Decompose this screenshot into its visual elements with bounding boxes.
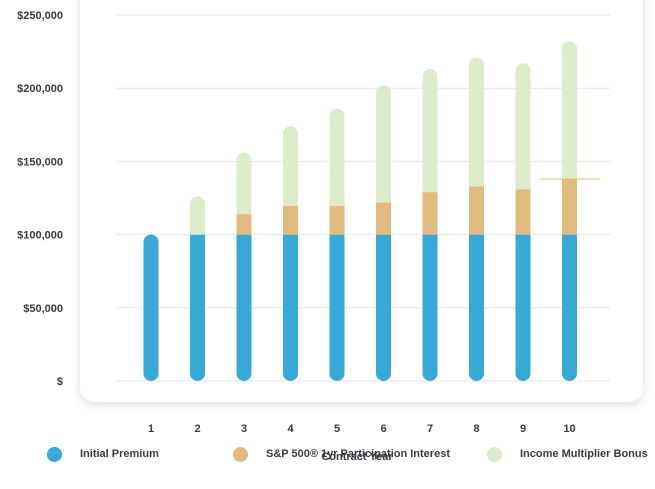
y-tick-label: $200,000 <box>17 83 63 95</box>
bar-segment-initial-premium-year-3 <box>236 234 252 382</box>
bar-segment-initial-premium-year-6 <box>376 234 391 382</box>
bar-segment-initial-premium-year-9 <box>515 234 531 382</box>
bar-segment-initial-premium-year-2 <box>190 234 205 382</box>
x-tick-label: 1 <box>148 423 154 435</box>
bar-segment-initial-premium-year-7 <box>422 234 438 382</box>
bar-segment-multiplier-bonus-year-2 <box>190 196 205 235</box>
y-tick-label: $100,000 <box>17 230 63 242</box>
bar-segment-multiplier-bonus-year-7 <box>422 69 438 193</box>
bar-segment-multiplier-bonus-year-3 <box>236 152 252 215</box>
bar-segment-multiplier-bonus-year-4 <box>283 126 298 207</box>
bar-segment-participation-interest-year-4 <box>283 206 298 235</box>
bar-segment-participation-interest-year-10 <box>562 178 577 235</box>
bar-segment-initial-premium-year-5 <box>329 234 345 382</box>
x-tick-label: 8 <box>473 423 479 435</box>
y-tick-label: $ <box>57 376 63 388</box>
bar-segment-multiplier-bonus-year-9 <box>515 63 531 190</box>
x-tick-label: 2 <box>194 423 200 435</box>
bar-segment-initial-premium-year-4 <box>283 234 298 382</box>
bar-segment-multiplier-bonus-year-10 <box>562 41 577 179</box>
legend: Initial Premium S&P 500® 1yr Participatio… <box>0 445 655 485</box>
bars <box>143 41 600 382</box>
x-tick-label: 4 <box>287 423 294 435</box>
x-tick-label: 5 <box>334 423 340 435</box>
legend-item-multiplier-bonus: Income Multiplier Bonus <box>487 445 648 463</box>
x-tick-label: 10 <box>563 423 575 435</box>
bar-segment-initial-premium-year-8 <box>469 234 485 382</box>
bar-segment-participation-interest-year-8 <box>469 186 484 235</box>
bar-segment-multiplier-bonus-year-8 <box>469 57 485 187</box>
legend-item-participation-interest: S&P 500® 1yr Participation Interest <box>233 445 450 463</box>
x-axis-label: Contract Year <box>321 451 393 463</box>
y-tick-label: $50,000 <box>23 303 63 315</box>
bar-segment-initial-premium-year-1 <box>143 234 159 382</box>
legend-swatch <box>47 446 62 462</box>
y-tick-label: $250,000 <box>17 10 63 22</box>
legend-label: Income Multiplier Bonus <box>520 448 648 460</box>
legend-swatch <box>233 446 248 462</box>
bar-segment-multiplier-bonus-year-5 <box>329 108 345 207</box>
bar-segment-participation-interest-year-3 <box>236 214 252 235</box>
bar-segment-initial-premium-year-10 <box>562 234 577 382</box>
x-tick-label: 7 <box>427 423 433 435</box>
chart-card <box>80 0 643 402</box>
bar-segment-multiplier-bonus-year-6 <box>376 85 391 203</box>
bar-segment-participation-interest-year-5 <box>329 206 345 235</box>
x-axis-ticks: 1 2 3 4 5 6 7 8 9 10 <box>148 423 576 435</box>
x-tick-label: 3 <box>241 423 247 435</box>
bar-segment-participation-interest-year-7 <box>422 192 438 235</box>
bar-segment-participation-interest-year-6 <box>376 202 391 235</box>
x-tick-label: 9 <box>520 423 526 435</box>
y-axis-ticks: $ $50,000 $100,000 $150,000 $200,000 $250,000 <box>17 10 63 388</box>
y-tick-label: $150,000 <box>17 156 63 168</box>
legend-label: S&P 500® 1yr Participation Interest <box>266 448 450 460</box>
legend-label: Initial Premium <box>80 448 159 460</box>
legend-item-initial-premium: Initial Premium <box>47 445 159 463</box>
bar-segment-participation-interest-year-9 <box>515 189 531 235</box>
legend-swatch <box>487 446 502 462</box>
x-tick-label: 6 <box>380 423 386 435</box>
